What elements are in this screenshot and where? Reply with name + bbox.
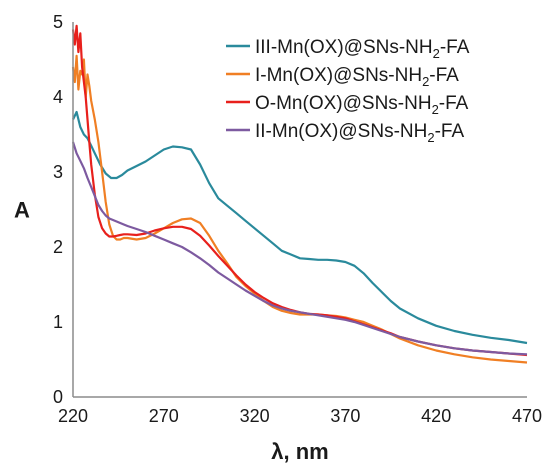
legend-label-prefix: III-Mn(OX)@SNs-NH [255,37,433,58]
y-tick-label: 5 [53,12,63,32]
x-tick-label: 420 [421,406,451,426]
x-tick-label: 220 [58,406,88,426]
legend-label-subscript: 2 [422,74,429,89]
legend-label: II-Mn(OX)@SNs-NH2-FA [255,121,464,145]
y-tick-labels: 0 1 2 3 4 5 [53,12,63,407]
legend-label: I-Mn(OX)@SNs-NH2-FA [255,65,459,89]
x-tick-label: 370 [330,406,360,426]
legend-label: O-Mn(OX)@SNs-NH2-FA [255,93,469,117]
y-axis-title: A [14,198,30,223]
legend: III-Mn(OX)@SNs-NH2-FAI-Mn(OX)@SNs-NH2-FA… [226,37,470,145]
x-axis-title: λ, nm [271,439,328,464]
legend-label-prefix: II-Mn(OX)@SNs-NH [255,121,427,142]
x-tick-label: 270 [149,406,179,426]
legend-label-suffix: -FA [435,121,465,142]
series-line-0 [72,110,528,345]
legend-label-subscript: 2 [427,130,434,145]
x-tick-labels: 220 270 320 370 420 470 [58,406,542,426]
legend-label-suffix: -FA [440,37,470,58]
y-tick-label: 3 [53,162,63,182]
y-tick-label: 0 [53,387,63,407]
legend-label-subscript: 2 [432,102,439,117]
legend-label-suffix: -FA [439,93,469,114]
plot-lines [71,24,528,364]
legend-label: III-Mn(OX)@SNs-NH2-FA [255,37,470,61]
legend-label-prefix: I-Mn(OX)@SNs-NH [255,65,422,86]
x-tick-label: 320 [240,406,270,426]
y-tick-label: 1 [53,312,63,332]
series-line-3 [71,141,528,356]
y-tick-label: 2 [53,237,63,257]
legend-label-prefix: O-Mn(OX)@SNs-NH [255,93,432,114]
y-tick-label: 4 [53,87,63,107]
axes [72,22,527,398]
legend-label-subscript: 2 [433,46,440,61]
legend-label-suffix: -FA [429,65,459,86]
x-tick-label: 470 [512,406,542,426]
